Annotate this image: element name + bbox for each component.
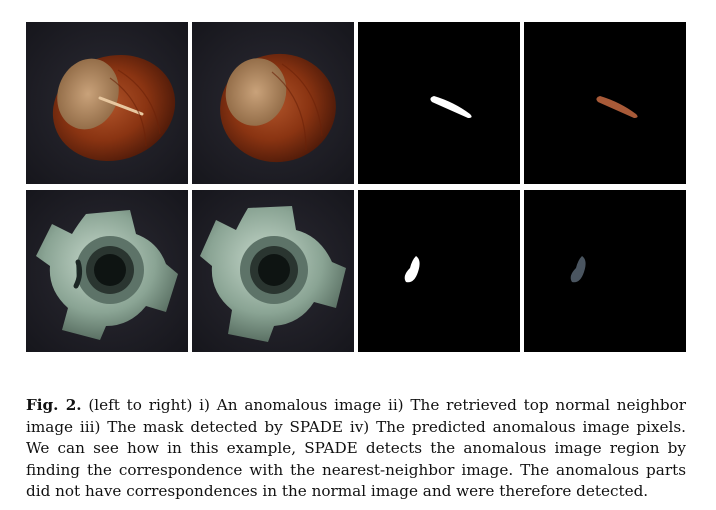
figure — [26, 22, 688, 354]
caption-label: Fig. 2. — [26, 396, 82, 414]
metal-nut-anomalous-image — [26, 190, 188, 352]
figure-caption: Fig. 2. (left to right) i) An anomalous … — [26, 395, 686, 503]
hazelnut-anomalous-image — [26, 22, 188, 184]
metal-nut-nearest-neighbor-image — [192, 190, 354, 352]
hazelnut-detected-mask — [358, 22, 520, 184]
metal-nut-detected-mask — [358, 190, 520, 352]
metal-nut-anomalous-pixels — [524, 190, 686, 352]
caption-text: (left to right) i) An anomalous image ii… — [26, 396, 686, 500]
hazelnut-nearest-neighbor-image — [192, 22, 354, 184]
hazelnut-anomalous-pixels — [524, 22, 686, 184]
